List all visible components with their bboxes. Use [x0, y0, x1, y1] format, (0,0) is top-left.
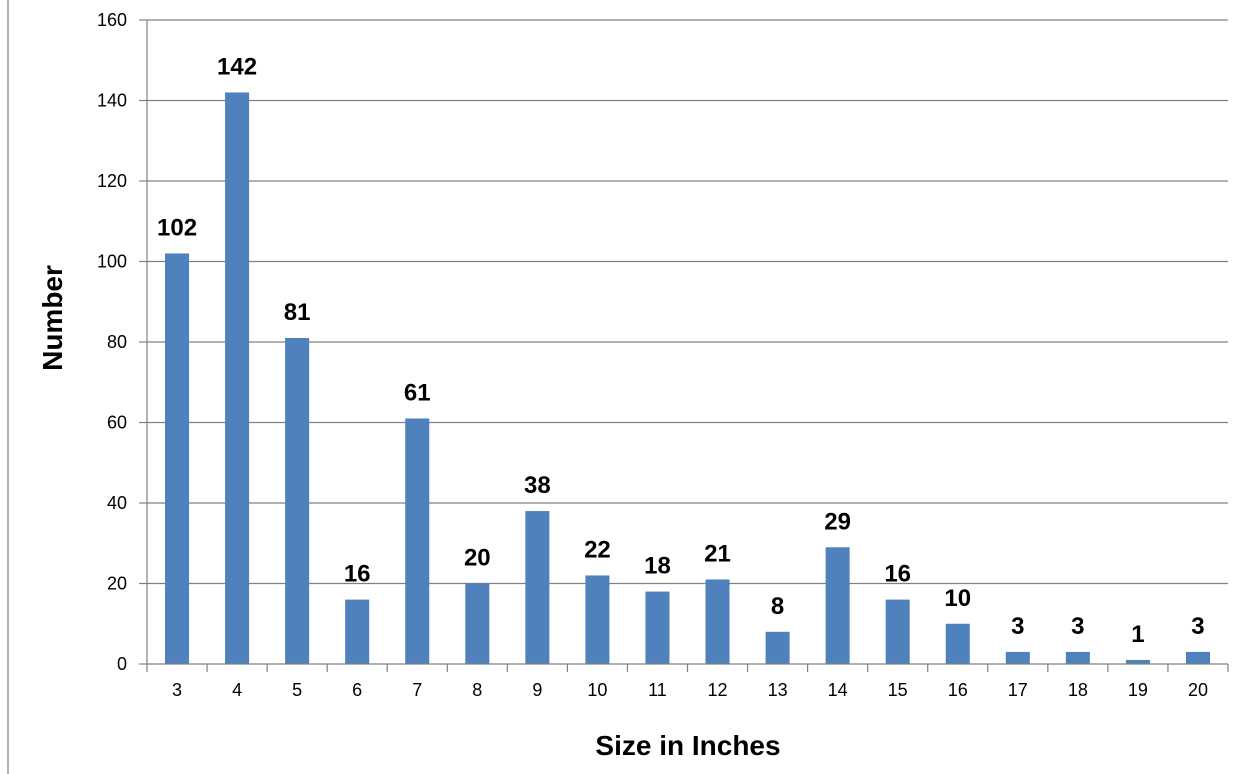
y-tick-label: 20	[107, 574, 127, 594]
data-label-11: 18	[644, 553, 671, 580]
bar-11	[645, 591, 670, 664]
data-label-17: 3	[1011, 613, 1024, 640]
bar-8	[465, 583, 490, 664]
bar-15	[885, 599, 910, 664]
x-tick-label: 11	[648, 680, 667, 700]
data-label-7: 61	[404, 379, 431, 406]
bar-13	[765, 631, 790, 664]
x-tick-label: 13	[768, 680, 788, 700]
y-tick-label: 40	[107, 493, 127, 513]
bar-16	[945, 623, 970, 664]
x-tick-label: 5	[292, 680, 302, 700]
x-tick-label: 8	[472, 680, 482, 700]
x-axis-title: Size in Inches	[595, 730, 780, 761]
y-tick-label: 0	[117, 654, 127, 674]
x-tick-label: 19	[1128, 680, 1148, 700]
bar-6	[345, 599, 370, 664]
bar-10	[585, 575, 610, 664]
data-label-14: 29	[824, 508, 851, 535]
labels: 0204060801001201401603102414258161676182…	[97, 10, 1208, 700]
x-tick-label: 4	[232, 680, 242, 700]
x-tick-label: 10	[587, 680, 607, 700]
data-label-9: 38	[524, 472, 551, 499]
data-label-10: 22	[584, 536, 611, 563]
x-tick-label: 12	[708, 680, 728, 700]
bars	[165, 92, 1210, 664]
data-label-3: 102	[157, 214, 197, 241]
y-tick-label: 120	[97, 171, 127, 191]
x-tick-label: 7	[412, 680, 422, 700]
x-tick-label: 17	[1008, 680, 1028, 700]
x-tick-label: 6	[352, 680, 362, 700]
y-tick-label: 80	[107, 332, 127, 352]
bar-18	[1065, 651, 1090, 664]
x-tick-label: 15	[888, 680, 908, 700]
data-label-13: 8	[771, 593, 784, 620]
data-label-16: 10	[944, 585, 971, 612]
bar-7	[405, 418, 430, 664]
data-label-5: 81	[284, 299, 311, 326]
y-tick-label: 140	[97, 91, 127, 111]
data-label-20: 3	[1191, 613, 1204, 640]
x-tick-label: 16	[948, 680, 968, 700]
x-tick-label: 3	[172, 680, 182, 700]
bar-4	[225, 92, 250, 664]
x-tick-label: 14	[828, 680, 848, 700]
bar-5	[285, 337, 310, 664]
bar-17	[1005, 651, 1030, 664]
y-tick-label: 60	[107, 413, 127, 433]
bar-14	[825, 547, 850, 664]
data-label-4: 142	[217, 53, 257, 80]
data-label-6: 16	[344, 561, 371, 588]
data-label-18: 3	[1071, 613, 1084, 640]
bar-12	[705, 579, 730, 664]
data-label-8: 20	[464, 545, 491, 572]
x-tick-label: 20	[1188, 680, 1208, 700]
y-axis-title: Number	[37, 265, 68, 371]
x-tick-label: 9	[532, 680, 542, 700]
bar-9	[525, 511, 550, 664]
y-tick-label: 160	[97, 10, 127, 30]
bar-20	[1185, 651, 1210, 664]
data-label-15: 16	[884, 561, 911, 588]
x-tick-label: 18	[1068, 680, 1088, 700]
data-label-12: 21	[704, 540, 731, 567]
y-tick-label: 100	[97, 252, 127, 272]
bar-19	[1125, 659, 1150, 664]
axes	[139, 19, 1229, 672]
bar-3	[165, 253, 190, 664]
gridlines	[147, 19, 1228, 585]
data-label-19: 1	[1131, 621, 1144, 648]
